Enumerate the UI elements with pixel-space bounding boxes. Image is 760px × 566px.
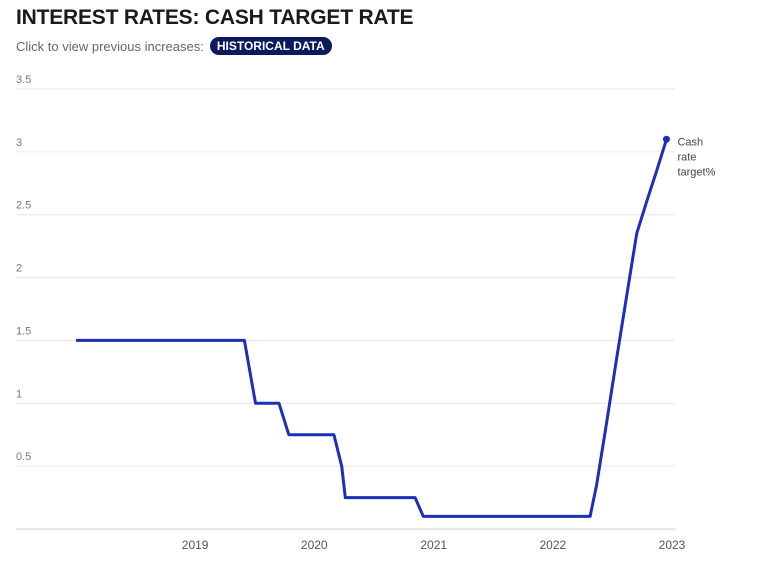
y-tick-label: 3 xyxy=(16,137,22,149)
series-line-cash-rate xyxy=(76,138,668,518)
series-label: Cash rate target% xyxy=(677,136,715,178)
historical-data-button[interactable]: HISTORICAL DATA xyxy=(209,37,332,55)
y-tick-label: 0.5 xyxy=(16,451,31,463)
x-tick-label: 2022 xyxy=(540,538,567,552)
y-axis-ticks: 3.5 3 2.5 2 1.5 1 0.5 xyxy=(16,74,31,463)
chart-title: INTEREST RATES: CASH TARGET RATE xyxy=(16,6,414,29)
series-label-line: target% xyxy=(677,166,715,178)
series-end-point[interactable] xyxy=(662,135,670,143)
y-tick-label: 1 xyxy=(16,388,22,400)
x-axis-ticks: 2019 2020 2021 2022 2023 xyxy=(182,538,686,552)
subtitle-text: Click to view previous increases: xyxy=(16,38,204,54)
x-tick-label: 2023 xyxy=(659,538,686,552)
x-tick-label: 2020 xyxy=(301,538,328,552)
chart-subtitle: Click to view previous increases: HISTOR… xyxy=(16,37,332,55)
y-tick-label: 2 xyxy=(16,263,22,275)
series-label-line: Cash xyxy=(677,136,703,148)
x-tick-label: 2021 xyxy=(420,538,447,552)
x-tick-label: 2019 xyxy=(182,538,209,552)
y-tick-label: 2.5 xyxy=(16,200,31,212)
series-label-line: rate xyxy=(677,151,696,163)
y-tick-label: 3.5 xyxy=(16,74,31,86)
y-tick-label: 1.5 xyxy=(16,325,31,337)
grid-lines xyxy=(16,88,675,467)
